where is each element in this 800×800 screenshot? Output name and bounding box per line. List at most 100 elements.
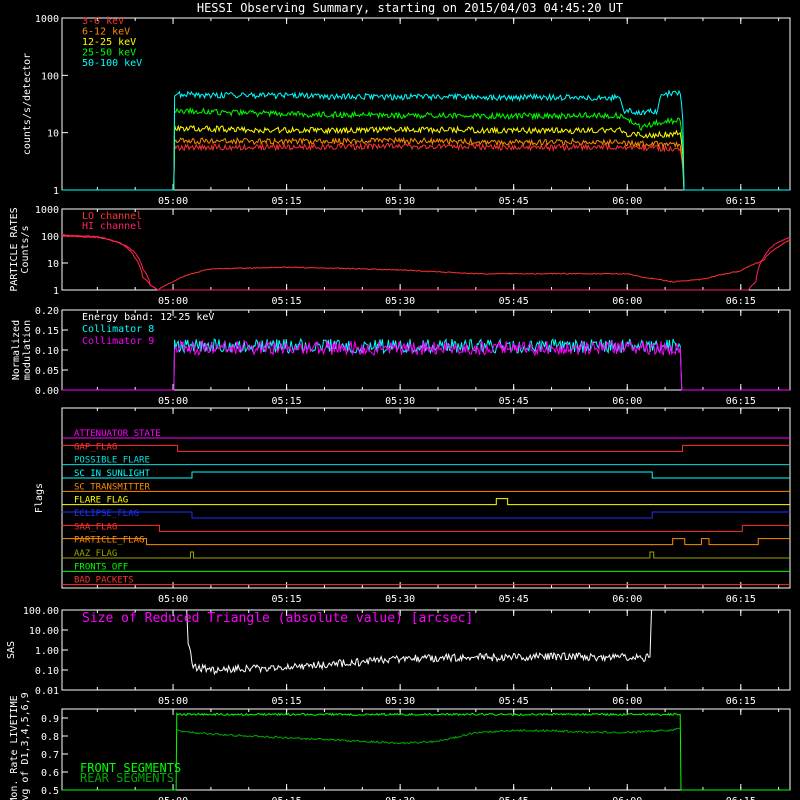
- y-tick-label: 10: [47, 129, 59, 140]
- y-axis-label: Flags: [34, 483, 45, 513]
- legend-entry: 12-25 keV: [82, 37, 136, 48]
- flag-label: SAA_FLAG: [74, 522, 117, 532]
- flag-label: PARTICLE_FLAG: [74, 536, 144, 546]
- time-tick-label: 05:30: [385, 296, 415, 307]
- time-tick-label: 06:00: [612, 396, 642, 407]
- legend-entry: 50-100 keV: [82, 58, 142, 69]
- panel-modulation: 05:00 05:15 05:30 05:45 06:00 06:15 Normalized…: [11, 306, 791, 407]
- time-tick-label: 06:00: [612, 196, 642, 207]
- time-tick-label: 06:00: [612, 296, 642, 307]
- time-tick-label: 06:15: [726, 396, 756, 407]
- y-axis-label-line: avg of D1,3,4,5,6,9: [20, 692, 31, 800]
- legend-entry: 3-6 keV: [82, 16, 124, 27]
- y-tick-label: 0.10: [35, 666, 59, 677]
- time-tick-label: 05:30: [385, 196, 415, 207]
- y-tick-label: 0.00: [35, 386, 59, 397]
- series-line: [61, 136, 790, 191]
- series-line: [61, 89, 790, 191]
- time-tick-label: 06:00: [612, 594, 642, 605]
- y-tick-label: 1: [53, 286, 59, 297]
- y-tick-label: 0.6: [41, 768, 59, 779]
- y-tick-label: 100.00: [23, 606, 59, 617]
- flag-trace: [61, 538, 790, 546]
- series-line: [61, 124, 790, 191]
- y-axis-label-line: PARTICLE RATES: [9, 207, 20, 291]
- time-tick-label: 05:15: [272, 196, 302, 207]
- y-axis-label: Normalizedmodulation: [11, 320, 33, 380]
- panel-annotation: Energy band: 12-25 keV: [82, 312, 214, 323]
- time-tick-label: 06:15: [726, 296, 756, 307]
- time-tick-label: 05:15: [272, 796, 302, 800]
- panel-count-rates: 05:00 05:15 05:30 05:45 06:00 06:15 counts/s/d…: [22, 14, 791, 207]
- panel-particle-rates: 05:00 05:15 05:30 05:45 06:00 06:15 PARTICLE R…: [9, 205, 791, 307]
- y-tick-label: 0.15: [35, 326, 59, 337]
- flag-label: FLARE_FLAG: [74, 496, 128, 506]
- series-line: [61, 106, 790, 191]
- y-tick-label: 0.8: [41, 732, 59, 743]
- y-axis-label-line: counts/s/detector: [22, 53, 33, 155]
- y-axis-label-line: Flags: [34, 483, 45, 513]
- time-tick-label: 06:15: [726, 594, 756, 605]
- y-tick-label: 1000: [35, 14, 59, 25]
- time-tick-label: 05:45: [499, 296, 529, 307]
- flag-trace: [61, 524, 790, 532]
- time-tick-label: 06:00: [612, 696, 642, 707]
- time-tick-label: 05:30: [385, 594, 415, 605]
- panel-sas: 05:00 05:15 05:30 05:45 06:00 06:15 SAS 0.01 0.1…: [6, 606, 791, 707]
- y-tick-label: 0.7: [41, 750, 59, 761]
- y-tick-label: 1: [53, 186, 59, 197]
- flag-label: AAZ_FLAG: [74, 549, 117, 559]
- series-line: [61, 712, 790, 791]
- figure-title: HESSI Observing Summary, starting on 201…: [197, 1, 623, 15]
- time-tick-label: 05:45: [499, 696, 529, 707]
- time-tick-label: 05:45: [499, 196, 529, 207]
- time-tick-label: 05:45: [499, 396, 529, 407]
- y-tick-label: 10: [47, 259, 59, 270]
- series-line: [186, 609, 652, 676]
- time-tick-label: 05:00: [158, 796, 188, 800]
- y-tick-label: 0.9: [41, 714, 59, 725]
- legend-entry: FRONT SEGMENTS: [80, 761, 181, 775]
- time-tick-label: 05:15: [272, 696, 302, 707]
- series-line: [61, 142, 790, 191]
- time-tick-label: 05:30: [385, 396, 415, 407]
- y-tick-label: 0.5: [41, 786, 59, 797]
- y-tick-label: 0.20: [35, 306, 59, 317]
- time-tick-label: 06:00: [612, 796, 642, 800]
- panel-annotation: Size of Reduced Triangle (absolute value…: [82, 611, 473, 626]
- plot-frame: [61, 17, 791, 191]
- flag-trace: [61, 511, 790, 519]
- legend-entry: 25-50 keV: [82, 48, 136, 59]
- flag-label: FRONTS_OFF: [74, 562, 128, 572]
- flag-trace: [61, 471, 790, 479]
- y-tick-label: 0.10: [35, 346, 59, 357]
- y-axis-label: SAS: [6, 641, 17, 659]
- series-line: [176, 727, 681, 745]
- time-tick-label: 06:15: [726, 796, 756, 800]
- y-axis-label: PARTICLE RATESCounts/s: [9, 207, 31, 291]
- time-tick-label: 05:15: [272, 396, 302, 407]
- y-axis-label-line: Counts/s: [20, 225, 31, 273]
- y-axis-label-line: Mon. Rate LIVETIME: [9, 695, 20, 800]
- y-axis-label-line: modulation: [22, 320, 33, 380]
- flag-label: ATTENUATOR_STATE: [74, 429, 161, 439]
- legend-entry: HI channel: [82, 221, 142, 232]
- legend-entry: Collimator 9: [82, 336, 154, 347]
- y-tick-label: 10.00: [29, 626, 59, 637]
- panel-livetime: 05:00 05:15 05:30 05:45 06:00 06:15 Mon. Rate …: [9, 692, 791, 800]
- time-tick-label: 05:15: [272, 594, 302, 605]
- time-tick-label: 06:15: [726, 196, 756, 207]
- y-tick-label: 100: [41, 71, 59, 82]
- flag-trace: [61, 444, 790, 452]
- legend-entry: LO channel: [82, 211, 142, 222]
- legend-entry: 6-12 keV: [82, 27, 130, 38]
- series-line: [61, 235, 791, 291]
- series-line: [61, 233, 791, 291]
- time-tick-label: 05:15: [272, 296, 302, 307]
- time-tick-label: 05:30: [385, 696, 415, 707]
- time-tick-label: 06:15: [726, 696, 756, 707]
- time-tick-label: 05:00: [158, 594, 188, 605]
- time-tick-label: 05:45: [499, 796, 529, 800]
- plot-frame: [61, 407, 791, 589]
